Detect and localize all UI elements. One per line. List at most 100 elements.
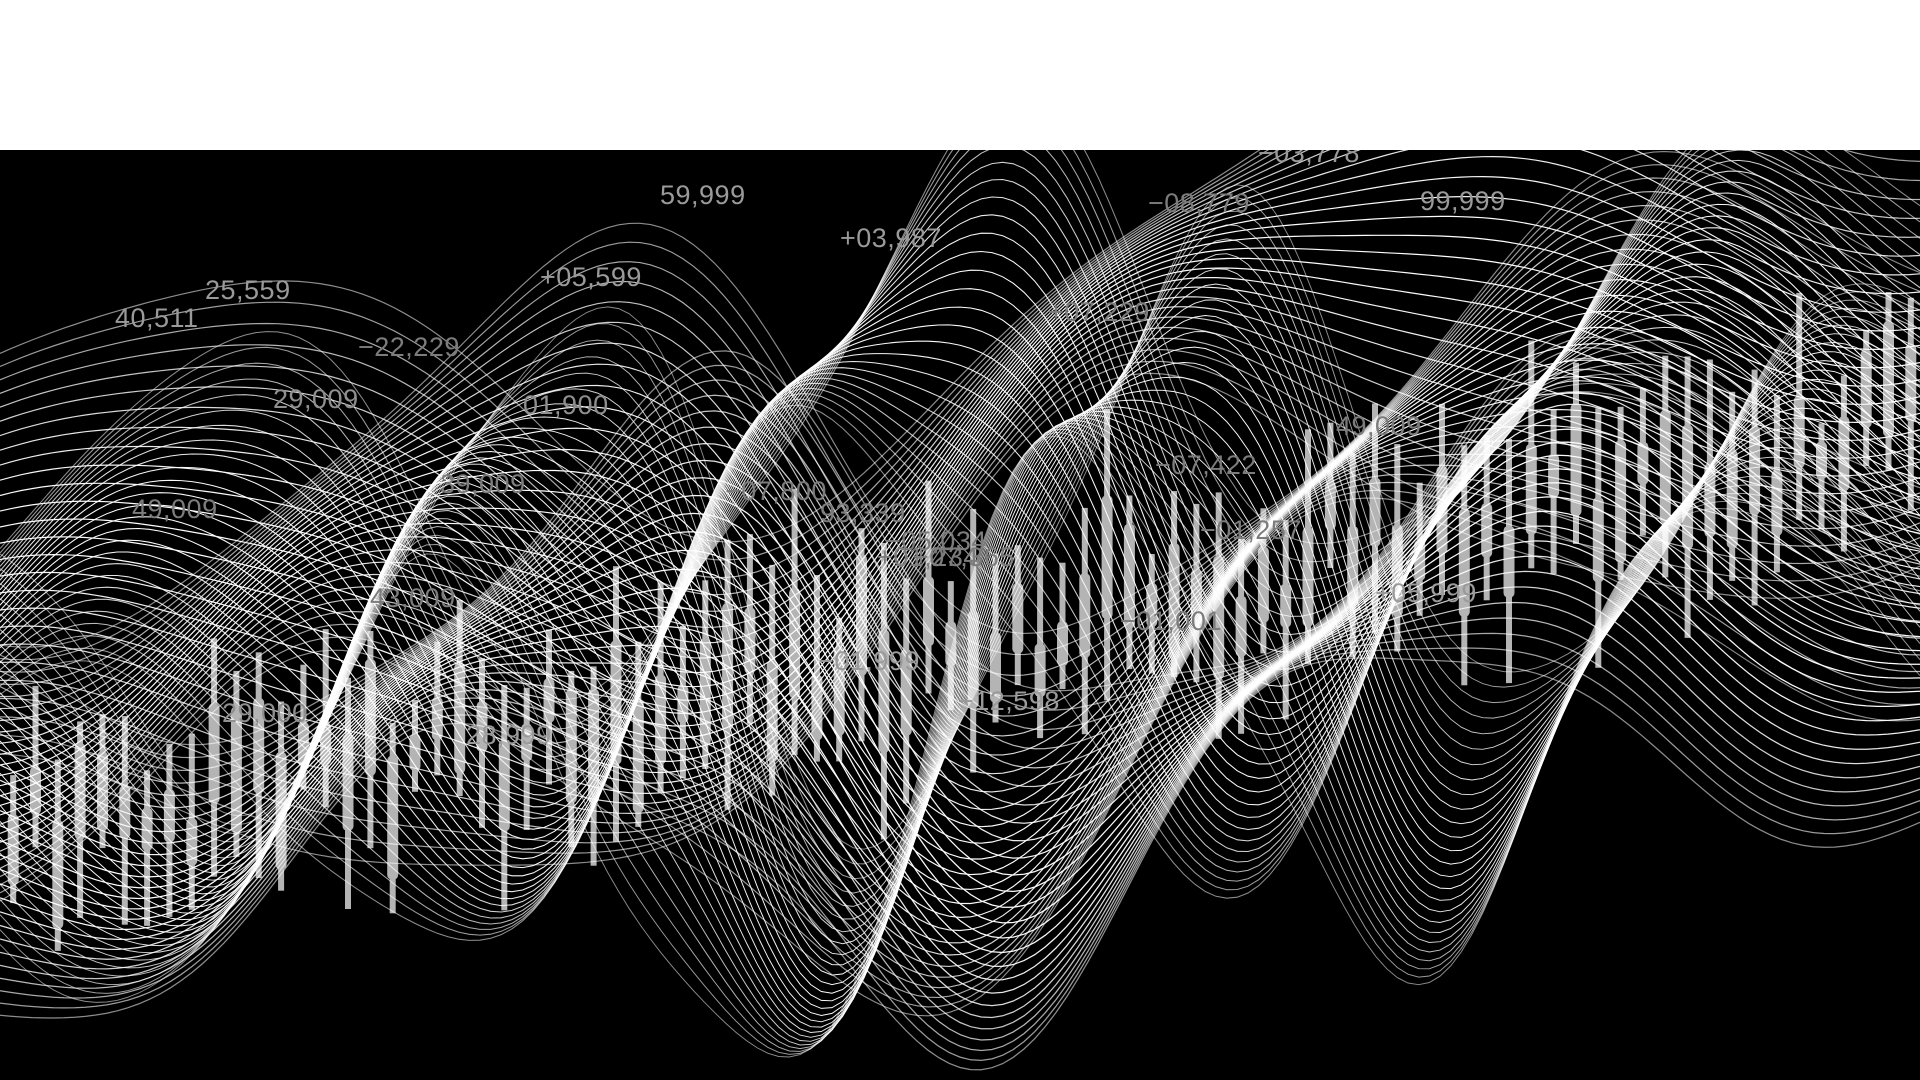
candle-body — [1458, 508, 1470, 617]
candle-body — [1860, 349, 1872, 428]
wave-line — [0, 155, 1920, 674]
candle-body — [1123, 523, 1135, 629]
wave-line — [0, 219, 1920, 737]
candle-body — [1883, 321, 1894, 437]
wave-line — [0, 276, 1920, 877]
wave-line — [0, 150, 1920, 596]
wave-line — [0, 234, 1920, 727]
wave-line — [0, 150, 1920, 628]
wave-line — [0, 357, 1920, 784]
candle-body — [1704, 463, 1716, 538]
wave-line — [0, 464, 1920, 978]
wave-line — [0, 390, 1920, 941]
candle-body — [1324, 481, 1336, 530]
wave-line — [0, 346, 1920, 986]
wave-line — [0, 481, 1920, 998]
wave-mesh-series — [0, 150, 1920, 1071]
wave-line — [0, 510, 1920, 954]
wave-line — [0, 195, 1920, 701]
wave-line — [0, 392, 1920, 918]
wave-line — [0, 632, 1920, 1052]
wave-line — [0, 440, 1920, 956]
candle-body — [1615, 440, 1627, 563]
wave-line — [0, 326, 1920, 860]
candle-body — [186, 818, 198, 866]
wave-line — [0, 403, 1920, 833]
candle-body — [1101, 495, 1113, 620]
wave-line — [0, 346, 1920, 772]
wave-line — [0, 617, 1920, 1041]
wave-line — [0, 441, 1920, 876]
candle-body — [387, 755, 399, 880]
wave-line — [0, 215, 1920, 715]
wave-line — [0, 435, 1920, 1058]
wave-line — [0, 310, 1920, 844]
wave-line — [0, 247, 1920, 739]
wave-line — [0, 372, 1920, 866]
candle-body — [1570, 403, 1582, 517]
wave-line — [0, 326, 1920, 824]
wave-line — [0, 362, 1920, 925]
candle-body — [878, 629, 890, 753]
wave-line — [0, 151, 1920, 648]
wave-line — [0, 424, 1920, 944]
candle-body — [52, 820, 64, 929]
candle-body — [1257, 546, 1269, 623]
wave-line — [0, 248, 1920, 775]
candle-body — [1235, 595, 1247, 657]
candle-body — [498, 739, 510, 832]
wave-line — [0, 306, 1920, 805]
wave-line — [0, 570, 1920, 1007]
candle-body — [1057, 621, 1068, 667]
candle-body — [1034, 643, 1046, 698]
wave-line — [0, 586, 1920, 1019]
wave-line — [0, 150, 1920, 644]
wave-line — [0, 428, 1920, 859]
wave-line — [0, 277, 1920, 774]
wave-line — [0, 647, 1920, 1062]
wave-line — [0, 150, 1920, 612]
wave-line — [0, 181, 1920, 796]
wave-line — [0, 468, 1920, 908]
wave-line — [0, 496, 1920, 939]
wave-line — [0, 159, 1920, 771]
wave-line — [0, 227, 1920, 840]
wave-line — [0, 525, 1920, 968]
wave-line — [0, 408, 1920, 932]
wave-line — [0, 454, 1920, 893]
wave-line — [0, 150, 1920, 744]
candle-body — [1012, 583, 1024, 654]
wave-line — [0, 150, 1920, 561]
wave-line — [0, 263, 1920, 869]
chart-canvas: 40,51125,55937,77959,999−03,77899,999+05… — [0, 150, 1920, 1080]
wave-line — [0, 288, 1920, 885]
wave-line — [0, 170, 1920, 784]
wave-line — [0, 263, 1920, 793]
wave-line — [0, 497, 1920, 1017]
wave-line — [0, 431, 1920, 1055]
wave-line — [0, 175, 1920, 688]
wave-line — [0, 279, 1920, 810]
wave-line — [0, 540, 1920, 981]
wave-line — [0, 337, 1920, 834]
wave-line — [0, 348, 1920, 844]
candle-body — [923, 576, 934, 647]
candle-body — [1771, 470, 1783, 536]
wave-line — [0, 389, 1920, 1009]
waveform-candlestick-graphic — [0, 150, 1920, 1071]
wave-line — [0, 316, 1920, 815]
wave-line — [0, 314, 1920, 900]
wave-line — [0, 203, 1920, 819]
wave-line — [0, 257, 1920, 751]
wave-line — [0, 376, 1920, 905]
wave-line — [0, 453, 1920, 967]
wave-line — [0, 150, 1920, 659]
wave-line — [0, 360, 1920, 854]
wave-line — [0, 489, 1920, 1008]
candle-wick — [813, 575, 820, 762]
wave-line — [0, 339, 1920, 913]
candle-body — [1592, 497, 1604, 583]
wave-line — [0, 192, 1920, 808]
wave-line — [0, 150, 1920, 579]
